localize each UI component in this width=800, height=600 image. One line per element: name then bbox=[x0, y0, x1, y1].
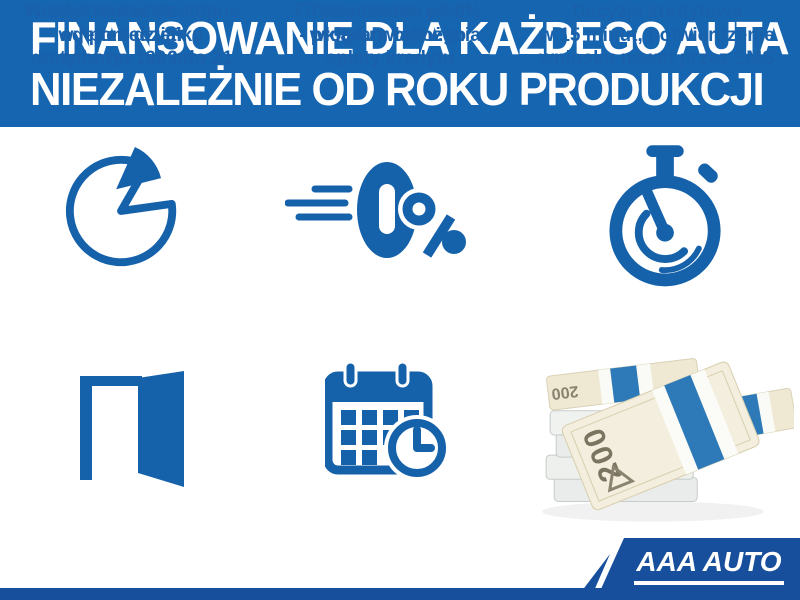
open-door-icon bbox=[80, 371, 184, 487]
speed-lines bbox=[285, 185, 353, 221]
door-frame-side bbox=[80, 376, 92, 480]
caption-line: - program odłożenia bbox=[299, 24, 481, 46]
money-stacks-image: 200 200 bbox=[542, 358, 794, 522]
caption-line: Teraz nic nie płać! bbox=[308, 1, 472, 22]
dial-arc-outer bbox=[658, 245, 702, 274]
aaa-auto-logo: AAA AUTO bbox=[628, 546, 790, 585]
caption-zero-percent: Finansowanie od 0% wkładu własnego bbox=[268, 0, 508, 47]
banknote-value-text: 200 bbox=[551, 382, 580, 403]
hand-pivot bbox=[656, 223, 674, 242]
caption-line: spłaty kredytu bbox=[325, 48, 455, 69]
caption-line: wniosku nawet przez SMS bbox=[539, 48, 775, 69]
door-frame-top bbox=[80, 376, 142, 386]
banknote-triangle-mark bbox=[607, 464, 636, 493]
caption-pay-later: Teraz nic nie płać! - program odłożenia … bbox=[270, 0, 510, 71]
logo-banner-sliver bbox=[575, 554, 610, 600]
stopwatch-button-cap bbox=[646, 145, 684, 158]
zero-counter bbox=[379, 184, 395, 234]
calendar-header-band bbox=[328, 392, 428, 402]
pie-slice bbox=[116, 147, 162, 190]
caption-line: wkładu własnego bbox=[309, 24, 467, 46]
caption-loan-every-car: Kredyt na każde auto w jeden dzień, raty… bbox=[0, 0, 246, 71]
stopwatch-button-stem bbox=[656, 153, 674, 177]
logo-wordmark: AAA AUTO bbox=[634, 546, 784, 585]
caption-line: Decyzja kredytowa bbox=[571, 1, 743, 22]
percent-dot bbox=[442, 230, 466, 254]
caption-line: w jeden dzień, bbox=[58, 24, 188, 46]
header-banner: FINANSOWANIE DLA KAŻDEGO AUTA NIEZALEŻNI… bbox=[0, 0, 800, 127]
dial-arc bbox=[634, 209, 689, 263]
pie-outline bbox=[65, 155, 177, 267]
caption-credit-decision: Decyzja kredytowa w 15 minut, potwierdze… bbox=[526, 0, 788, 71]
caption-availability: Finansowanie dostępne od poniedziałku do… bbox=[2, 0, 262, 71]
caption-line: Finansowanie dostępne bbox=[24, 1, 240, 22]
caption-line: od poniedziałku bbox=[60, 24, 204, 46]
caption-line: raty aż na 120 mc. bbox=[41, 48, 205, 69]
percent-slash bbox=[422, 214, 456, 258]
caption-line: do soboty - od 9 do 21 bbox=[31, 48, 233, 69]
clock-hands bbox=[413, 426, 435, 452]
zero-percent-icon bbox=[285, 162, 466, 258]
calendar-binder-pegs bbox=[343, 360, 410, 388]
stopwatch-icon bbox=[609, 145, 721, 287]
header-title: FINANSOWANIE DLA KAŻDEGO AUTA NIEZALEŻNI… bbox=[30, 12, 790, 115]
calendar-clock-icon bbox=[325, 360, 450, 481]
caption-line: w 15 minut, potwierdzenie bbox=[539, 24, 775, 46]
stopwatch-side-button bbox=[698, 163, 718, 183]
door-panel bbox=[138, 371, 184, 487]
banknote-front-bundle: 200 bbox=[561, 361, 760, 511]
caption-line: Kredyt na każde auto bbox=[27, 1, 219, 22]
header-title-line-1: FINANSOWANIE DLA KAŻDEGO AUTA bbox=[30, 12, 790, 64]
header-title-line-2: NIEZALEŻNIE OD ROKU PRODUKCJI bbox=[30, 63, 765, 115]
pie-chart-icon bbox=[65, 147, 177, 267]
stopwatch-case bbox=[609, 175, 721, 287]
caption-line: Finansowanie od 0% bbox=[294, 1, 482, 22]
